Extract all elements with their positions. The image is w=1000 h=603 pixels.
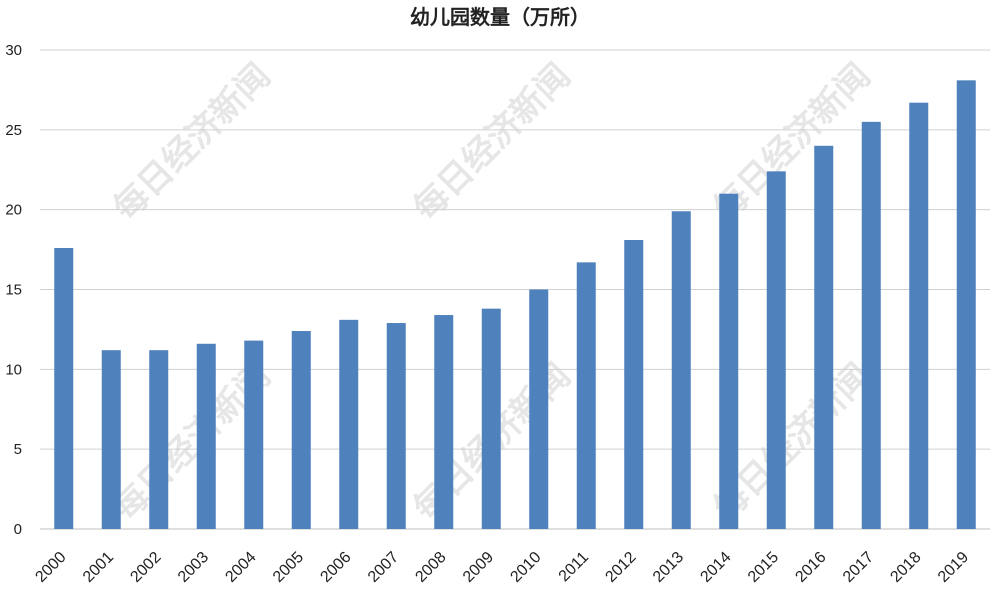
bar-2018 xyxy=(909,102,929,529)
bar-2003 xyxy=(196,343,216,529)
x-tick-label: 2009 xyxy=(460,549,497,586)
y-axis-ticks: 0 5 10 15 20 25 30 xyxy=(5,42,22,538)
bar-2002 xyxy=(149,350,169,529)
y-tick-label: 20 xyxy=(5,202,22,219)
bar-2011 xyxy=(576,262,596,529)
bar-series xyxy=(54,80,976,530)
bar-2015 xyxy=(766,171,786,529)
x-tick-label: 2007 xyxy=(365,549,402,586)
y-tick-label: 25 xyxy=(5,122,22,139)
x-tick-label: 2006 xyxy=(317,549,354,586)
watermark-text: 每日经济新闻 xyxy=(406,56,579,229)
bar-2005 xyxy=(291,331,311,529)
x-tick-label: 2001 xyxy=(80,549,117,586)
y-tick-label: 0 xyxy=(14,521,22,538)
x-tick-label: 2008 xyxy=(412,549,449,586)
x-tick-label: 2010 xyxy=(507,549,544,586)
y-tick-label: 10 xyxy=(5,361,22,378)
watermark-text: 每日经济新闻 xyxy=(106,56,279,229)
bar-2008 xyxy=(434,315,454,529)
x-tick-label: 2018 xyxy=(887,549,924,586)
bar-2019 xyxy=(956,80,976,529)
x-tick-label: 2016 xyxy=(792,549,829,586)
bar-2006 xyxy=(339,319,359,529)
bar-2010 xyxy=(529,289,549,529)
bar-2017 xyxy=(861,121,881,529)
bar-2014 xyxy=(719,193,739,529)
x-tick-label: 2017 xyxy=(840,549,877,586)
x-tick-label: 2015 xyxy=(745,549,782,586)
x-tick-label: 2005 xyxy=(270,549,307,586)
bar-2009 xyxy=(481,308,501,529)
x-tick-label: 2014 xyxy=(697,549,734,586)
x-tick-label: 2012 xyxy=(602,549,639,586)
chart-title: 幼儿园数量（万所） xyxy=(410,5,590,29)
x-tick-label: 2011 xyxy=(556,549,592,585)
x-tick-label: 2019 xyxy=(935,549,972,586)
bar-2012 xyxy=(624,240,644,529)
bar-2013 xyxy=(671,211,691,529)
y-tick-label: 15 xyxy=(5,282,22,299)
x-tick-label: 2003 xyxy=(175,549,212,586)
x-tick-label: 2000 xyxy=(32,549,69,586)
bar-2007 xyxy=(386,323,406,529)
x-tick-label: 2004 xyxy=(222,549,259,586)
bar-2004 xyxy=(244,340,264,529)
x-tick-label: 2013 xyxy=(650,549,687,586)
x-axis-ticks: 2000 2001 2002 2003 2004 2005 2006 2007 2008 2009… xyxy=(32,549,972,586)
y-tick-label: 30 xyxy=(5,42,22,59)
bar-2000 xyxy=(54,247,74,529)
y-tick-label: 5 xyxy=(14,441,22,458)
bar-2016 xyxy=(814,145,834,530)
x-tick-label: 2002 xyxy=(127,549,164,586)
bar-2001 xyxy=(101,350,121,529)
